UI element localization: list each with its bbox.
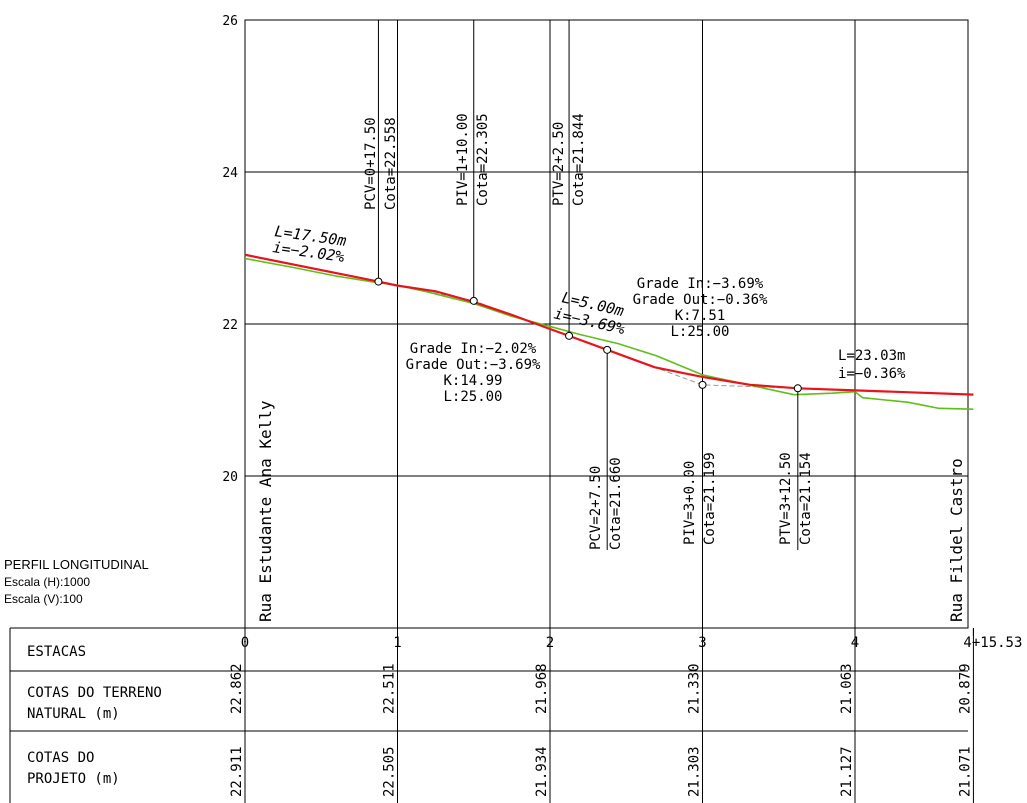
- point-cota: Cota=22.305: [475, 113, 491, 206]
- y-axis-ticks: 26 24 22 20: [222, 14, 238, 485]
- point-cota: Cota=21.660: [608, 457, 624, 550]
- y-tick-20: 20: [222, 470, 238, 485]
- terrain-value: 21.330: [687, 663, 703, 714]
- profile-table: ESTACAS COTAS DO TERRENO NATURAL (m) COT…: [9, 627, 1022, 803]
- station-label: 0: [241, 635, 249, 651]
- row-label-projeto-2: PROJETO (m): [27, 771, 120, 787]
- curve-grade-out: Grade Out:−0.36%: [633, 292, 768, 308]
- point-name: PIV=3+0.00: [682, 461, 698, 545]
- point-marker: [374, 277, 383, 286]
- point-ptv-1: PTV=2+2.50 Cota=21.844: [551, 113, 587, 206]
- terrain-value: 21.063: [839, 663, 855, 714]
- y-tick-26: 26: [222, 14, 238, 29]
- curve-length: L:25.00: [443, 389, 502, 405]
- street-start-label: Rua Estudante Ana Kelly: [256, 400, 275, 622]
- curve-grade-in: Grade In:−2.02%: [410, 341, 537, 357]
- curve-grade-in: Grade In:−3.69%: [637, 276, 764, 292]
- project-value: 21.127: [839, 746, 855, 797]
- street-end-label: Rua Fildel Castro: [947, 458, 966, 622]
- point-marker: [469, 296, 478, 305]
- tangent-length: L=23.03m: [838, 348, 905, 364]
- point-marker: [793, 384, 802, 393]
- point-name: PTV=3+12.50: [778, 452, 794, 545]
- scale-horizontal: Escala (H):1000: [4, 575, 90, 589]
- curve-2-params: Grade In:−3.69% Grade Out:−0.36% K:7.51 …: [633, 276, 768, 340]
- point-ptv-2: PTV=3+12.50 Cota=21.154: [778, 452, 814, 545]
- project-value: 21.071: [957, 746, 973, 797]
- curve-point-labels: PCV=0+17.50 Cota=22.558 PIV=1+10.00 Cota…: [363, 113, 814, 550]
- tangent-1-label: L=17.50m i=−2.02%: [271, 222, 347, 266]
- terrain-value: 22.511: [382, 663, 398, 714]
- y-tick-24: 24: [222, 166, 238, 181]
- point-pcv-2: PCV=2+7.50 Cota=21.660: [588, 457, 624, 550]
- y-tick-22: 22: [222, 318, 238, 333]
- station-label: 3: [698, 635, 706, 651]
- curve-k: K:14.99: [443, 373, 502, 389]
- project-value: 21.934: [534, 746, 550, 797]
- point-name: PTV=2+2.50: [551, 122, 567, 206]
- point-marker: [565, 331, 574, 340]
- row-label-terreno-2: NATURAL (m): [27, 706, 120, 722]
- point-name: PIV=1+10.00: [455, 113, 471, 206]
- point-marker: [603, 345, 612, 354]
- row-label-estacas: ESTACAS: [27, 644, 86, 660]
- row-label-terreno-1: COTAS DO TERRENO: [27, 685, 162, 701]
- point-piv-1: PIV=1+10.00 Cota=22.305: [455, 113, 491, 206]
- title-block: PERFIL LONGITUDINAL Escala (H):1000 Esca…: [4, 557, 149, 606]
- scale-vertical: Escala (V):100: [4, 592, 83, 606]
- profile-series: [244, 20, 974, 550]
- point-cota: Cota=21.844: [571, 113, 587, 206]
- point-cota: Cota=21.199: [702, 452, 718, 545]
- curve-1-params: Grade In:−2.02% Grade Out:−3.69% K:14.99…: [406, 341, 541, 405]
- point-name: PCV=2+7.50: [588, 466, 604, 550]
- point-pcv-1: PCV=0+17.50 Cota=22.558: [363, 117, 399, 210]
- station-label: 4: [851, 635, 859, 651]
- station-label: 4+15.53: [963, 635, 1022, 651]
- tangent-3-label: L=23.03m i=−0.36%: [838, 348, 906, 382]
- terrain-value: 21.968: [534, 663, 550, 714]
- point-piv-2: PIV=3+0.00 Cota=21.199: [682, 452, 718, 545]
- point-name: PCV=0+17.50: [363, 117, 379, 210]
- curve-k: K:7.51: [675, 308, 726, 324]
- station-label: 1: [393, 635, 401, 651]
- point-cota: Cota=21.154: [798, 452, 814, 545]
- curve-grade-out: Grade Out:−3.69%: [406, 357, 541, 373]
- profile-title: PERFIL LONGITUDINAL: [4, 557, 149, 572]
- project-value: 21.303: [687, 746, 703, 797]
- terrain-value: 22.862: [229, 663, 245, 714]
- project-value: 22.505: [382, 746, 398, 797]
- project-value: 22.911: [229, 746, 245, 797]
- station-label: 2: [546, 635, 554, 651]
- tangent-slope: i=−0.36%: [838, 366, 906, 382]
- point-marker: [698, 380, 707, 389]
- curve-length: L:25.00: [670, 324, 729, 340]
- terrain-value: 20.879: [957, 663, 973, 714]
- point-cota: Cota=22.558: [383, 117, 399, 210]
- row-label-projeto-1: COTAS DO: [27, 750, 94, 766]
